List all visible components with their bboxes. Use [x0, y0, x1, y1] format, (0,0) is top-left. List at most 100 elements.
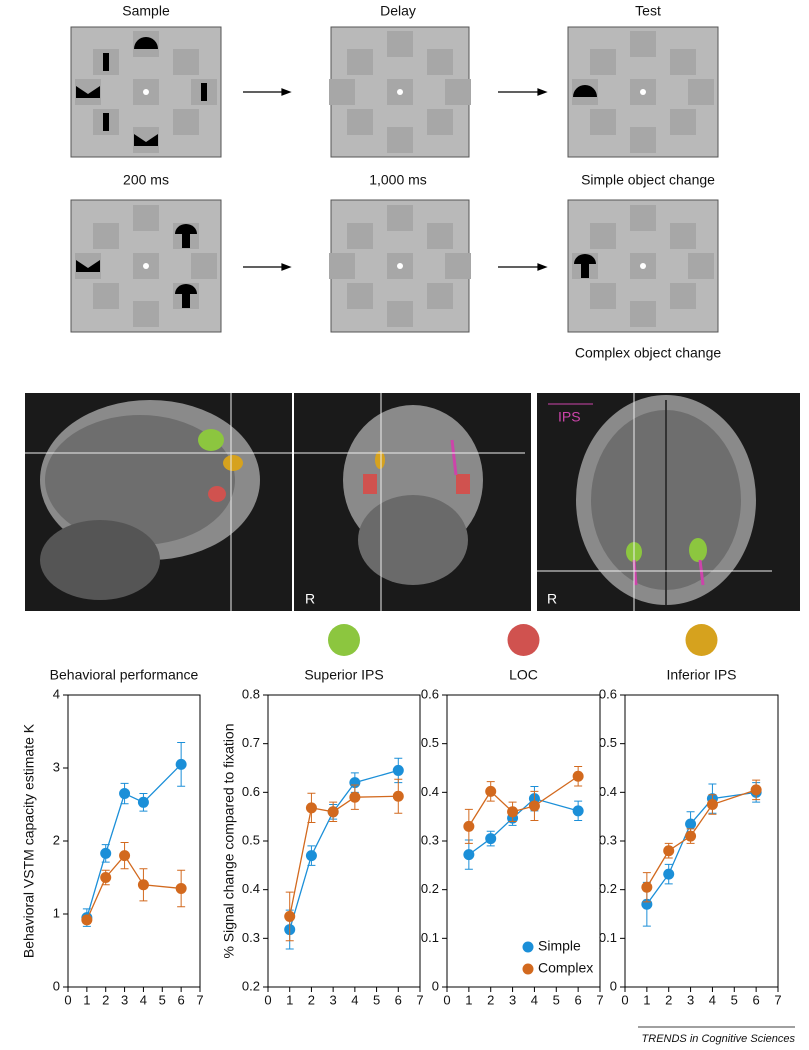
object [76, 86, 100, 98]
data-point [507, 806, 519, 818]
x-tick-label: 3 [330, 992, 337, 1007]
y-tick-label: 0.2 [242, 978, 260, 993]
data-point [572, 805, 584, 817]
series-line [86, 854, 182, 921]
fixation [397, 89, 403, 95]
data-point [392, 764, 404, 776]
placeholder [670, 109, 696, 135]
data-point [81, 914, 93, 926]
placeholder [93, 283, 119, 309]
fixation [640, 89, 646, 95]
object [175, 284, 197, 294]
placeholder [590, 109, 616, 135]
x-tick-label: 1 [465, 992, 472, 1007]
y-tick-label: 0.8 [242, 686, 260, 701]
x-tick-label: 3 [121, 992, 128, 1007]
y-tick-label: 0.4 [242, 881, 260, 896]
chart-title: Behavioral performance [50, 667, 199, 683]
x-tick-label: 6 [753, 992, 760, 1007]
x-tick-label: 5 [553, 992, 560, 1007]
x-tick-label: 7 [774, 992, 781, 1007]
region-swatch [685, 624, 718, 656]
y-tick-label: 4 [53, 686, 60, 701]
x-tick-label: 1 [286, 992, 293, 1007]
x-tick-label: 4 [140, 992, 147, 1007]
placeholder [387, 205, 413, 231]
y-axis-label: Behavioral VSTM capacity estimate K [21, 723, 37, 958]
x-tick-label: 0 [621, 992, 628, 1007]
x-tick-label: 4 [351, 992, 358, 1007]
y-tick-label: 0.6 [599, 686, 617, 701]
data-point [284, 910, 296, 922]
placeholder [445, 79, 471, 105]
placeholder [329, 79, 355, 105]
object [103, 113, 109, 131]
x-tick-label: 6 [178, 992, 185, 1007]
placeholder [347, 223, 373, 249]
placeholder [590, 223, 616, 249]
y-tick-label: 0.2 [421, 881, 439, 896]
x-tick-label: 2 [308, 992, 315, 1007]
region-swatch [507, 624, 540, 656]
y-tick-label: 0.6 [421, 686, 439, 701]
object [103, 53, 109, 71]
data-point [663, 845, 675, 857]
x-tick-label: 1 [83, 992, 90, 1007]
placeholder [445, 253, 471, 279]
arrows [243, 88, 548, 271]
task-header: Sample [122, 3, 170, 19]
placeholder [630, 31, 656, 57]
placeholder [688, 253, 714, 279]
data-point [100, 872, 112, 883]
x-tick-label: 5 [159, 992, 166, 1007]
chart-title: LOC [509, 667, 538, 683]
placeholder [427, 49, 453, 75]
y-tick-label: 0.5 [421, 735, 439, 750]
placeholder [670, 283, 696, 309]
x-tick-label: 0 [64, 992, 71, 1007]
ips-label: IPS [558, 409, 581, 425]
x-tick-label: 4 [531, 992, 538, 1007]
x-tick-label: 7 [596, 992, 603, 1007]
plot-frame [267, 694, 421, 988]
data-point [305, 850, 317, 862]
y-tick-label: 0.3 [421, 832, 439, 847]
y-tick-label: 0.4 [421, 784, 439, 799]
placeholder [191, 253, 217, 279]
r-label: R [305, 591, 315, 607]
x-tick-label: 0 [443, 992, 450, 1007]
object [134, 37, 158, 49]
data-point [175, 882, 187, 894]
fixation [640, 263, 646, 269]
r-label: R [547, 591, 557, 607]
fixation [397, 263, 403, 269]
placeholder [630, 127, 656, 153]
task-header: Delay [380, 3, 416, 19]
placeholder [387, 301, 413, 327]
task-label: Simple object change [581, 172, 715, 188]
x-tick-label: 7 [416, 992, 423, 1007]
series-line [468, 775, 579, 827]
fixation [143, 89, 149, 95]
task-label: 1,000 ms [369, 172, 427, 188]
object [182, 294, 190, 308]
object [574, 254, 596, 264]
y-tick-label: 1 [53, 905, 60, 920]
brain-images: R IPS R [25, 393, 800, 611]
object [573, 85, 597, 97]
data-point [663, 868, 675, 880]
x-tick-label: 2 [487, 992, 494, 1007]
chart-title: Inferior IPS [666, 667, 736, 683]
y-tick-label: 2 [53, 832, 60, 847]
x-tick-label: 6 [575, 992, 582, 1007]
data-point [327, 806, 339, 818]
placeholder [347, 283, 373, 309]
chart-title: Superior IPS [304, 667, 383, 683]
y-tick-label: 0.1 [421, 930, 439, 945]
data-point [137, 796, 149, 808]
x-tick-label: 6 [395, 992, 402, 1007]
data-point [305, 802, 317, 814]
object [201, 83, 207, 101]
x-tick-label: 3 [509, 992, 516, 1007]
